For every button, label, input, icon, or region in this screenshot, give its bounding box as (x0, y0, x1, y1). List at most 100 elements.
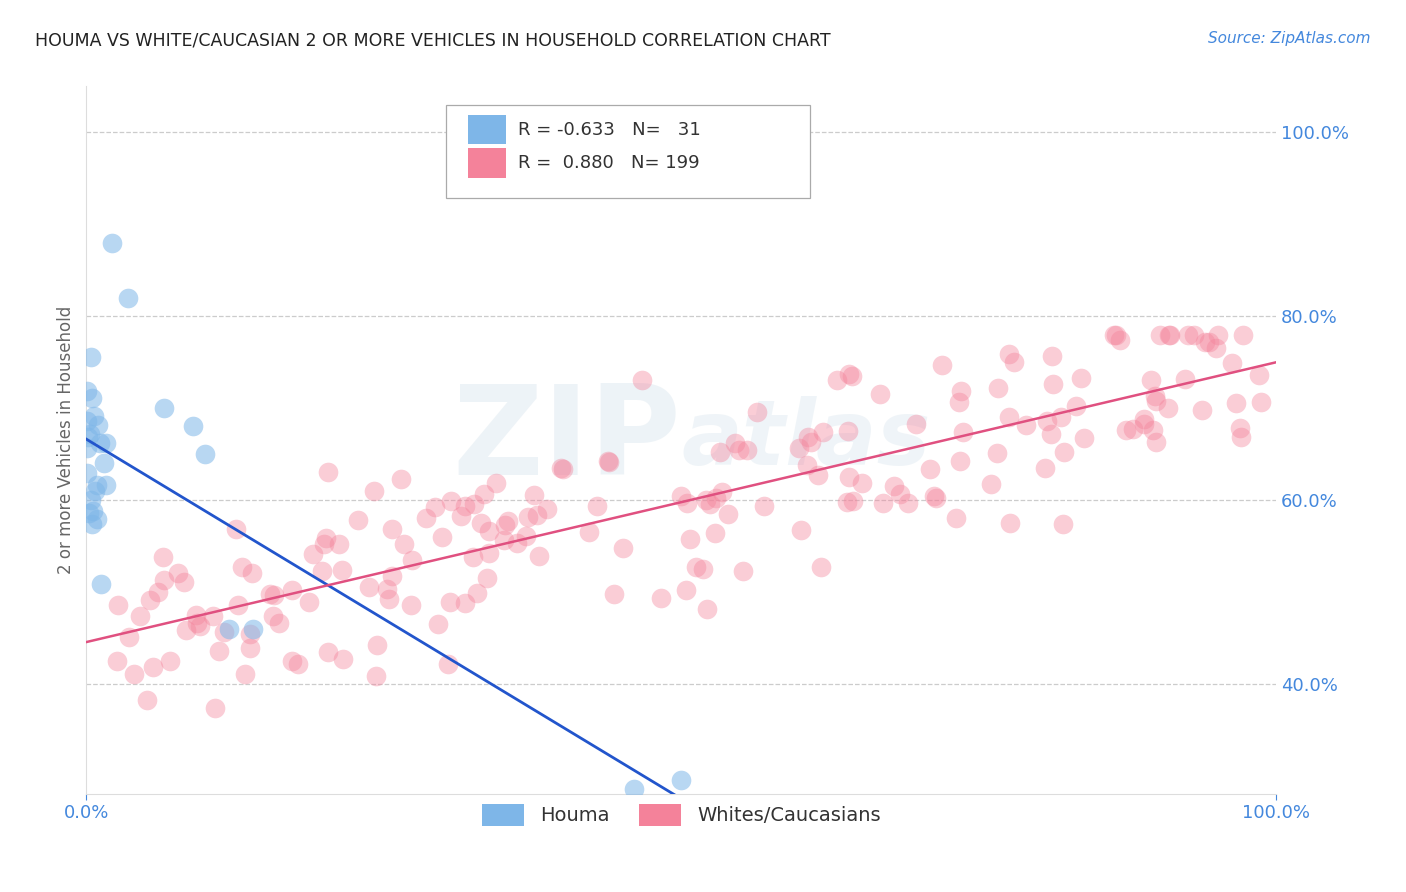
Point (1000, 516, 1022, 531)
Point (650, 591, 672, 606)
Point (80, 391, 103, 405)
Point (186, 607, 208, 622)
Point (1177, 327, 1199, 342)
Point (186, 616, 208, 631)
Point (233, 667, 256, 681)
Point (437, 657, 460, 671)
Point (918, 462, 941, 476)
Point (1230, 429, 1253, 443)
Point (1139, 373, 1161, 387)
Point (465, 586, 488, 600)
Point (454, 500, 477, 514)
Point (228, 599, 250, 613)
Point (146, 584, 169, 599)
Point (218, 622, 240, 636)
Point (949, 454, 972, 468)
Point (837, 425, 859, 439)
Point (716, 507, 738, 521)
Point (1220, 356, 1243, 370)
Point (212, 625, 235, 640)
Point (153, 573, 176, 587)
Point (440, 494, 463, 508)
Point (76, 441, 98, 455)
Point (423, 500, 446, 515)
Point (1250, 394, 1272, 409)
Point (263, 588, 285, 602)
Point (375, 582, 398, 597)
Point (242, 622, 264, 636)
Point (152, 549, 174, 564)
Point (1205, 341, 1227, 355)
Point (515, 529, 537, 543)
Point (1225, 396, 1247, 410)
Point (952, 425, 974, 440)
Y-axis label: 2 or more Vehicles in Household: 2 or more Vehicles in Household (58, 306, 75, 574)
Point (202, 609, 225, 624)
Point (598, 455, 620, 469)
Point (728, 442, 751, 457)
Point (364, 669, 387, 683)
Point (188, 619, 211, 633)
Point (1122, 421, 1144, 435)
Point (998, 347, 1021, 361)
Point (118, 631, 141, 645)
Point (463, 497, 485, 511)
Point (596, 454, 619, 468)
Point (122, 666, 145, 681)
Point (1105, 327, 1128, 342)
Point (1033, 461, 1056, 475)
Legend: Houma, Whites/Caucasians: Houma, Whites/Caucasians (474, 796, 889, 834)
Point (931, 358, 953, 372)
Point (82, 504, 104, 518)
Point (316, 644, 339, 658)
Point (1109, 334, 1132, 348)
Point (454, 596, 477, 610)
Text: R =  0.880   N= 199: R = 0.880 N= 199 (519, 153, 700, 172)
Point (553, 462, 575, 476)
Point (1053, 444, 1076, 458)
Point (889, 487, 911, 501)
Point (496, 514, 519, 528)
Point (166, 566, 188, 580)
Point (86, 512, 108, 526)
Point (523, 488, 546, 502)
Point (346, 513, 368, 527)
Point (1070, 370, 1092, 384)
Point (1249, 368, 1271, 382)
Point (1115, 423, 1137, 437)
Point (90, 576, 112, 591)
Point (80, 517, 103, 532)
Point (173, 575, 195, 590)
Point (366, 638, 388, 652)
Point (807, 468, 830, 483)
Point (415, 511, 437, 525)
Point (485, 476, 508, 491)
Point (685, 560, 707, 574)
Point (709, 445, 731, 459)
Point (851, 475, 873, 490)
Point (1040, 349, 1063, 363)
Point (754, 499, 776, 513)
Point (1174, 372, 1197, 386)
Point (1142, 423, 1164, 437)
Point (139, 593, 162, 607)
Text: Source: ZipAtlas.com: Source: ZipAtlas.com (1208, 31, 1371, 46)
Point (506, 535, 529, 549)
Point (267, 615, 290, 630)
Point (1198, 334, 1220, 349)
Point (399, 599, 422, 613)
Point (1036, 414, 1059, 428)
Text: HOUMA VS WHITE/CAUCASIAN 2 OR MORE VEHICLES IN HOUSEHOLD CORRELATION CHART: HOUMA VS WHITE/CAUCASIAN 2 OR MORE VEHIC… (35, 31, 831, 49)
Point (731, 564, 754, 578)
Point (478, 546, 501, 560)
Point (1191, 403, 1213, 417)
Point (602, 587, 624, 601)
FancyBboxPatch shape (446, 105, 810, 198)
Point (526, 508, 548, 523)
Point (328, 537, 350, 551)
Point (194, 447, 217, 461)
Point (302, 547, 325, 561)
Point (79, 426, 101, 441)
Point (101, 235, 124, 250)
Point (1144, 394, 1167, 409)
